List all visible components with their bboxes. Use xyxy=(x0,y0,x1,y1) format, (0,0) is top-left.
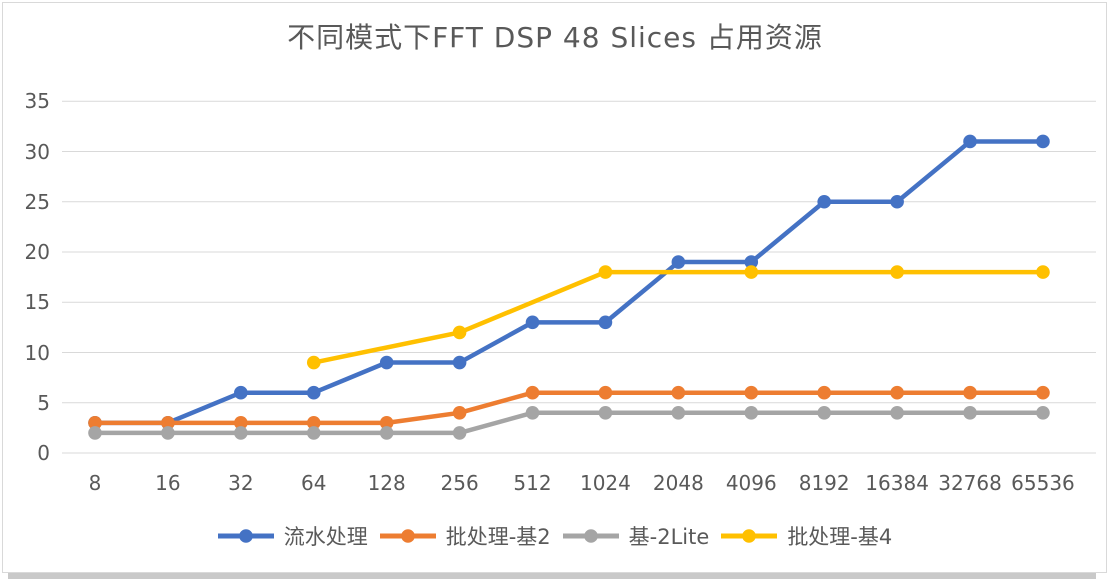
series-line-2 xyxy=(95,410,1043,436)
legend-item-label: 批处理-基2 xyxy=(445,525,551,549)
data-point-marker xyxy=(161,426,175,440)
y-axis-tick-label: 15 xyxy=(24,290,50,315)
data-point-marker xyxy=(744,255,759,269)
data-point-marker xyxy=(744,406,759,420)
data-point-marker xyxy=(88,416,102,430)
data-point-marker xyxy=(963,134,977,149)
legend-item-2: 基-2Lite xyxy=(562,521,710,551)
y-axis-tick-label: 35 xyxy=(24,89,50,114)
bottom-edge-strip xyxy=(8,573,1096,579)
data-point-marker xyxy=(890,194,904,209)
x-axis-tick-label: 65536 xyxy=(1011,471,1075,495)
data-point-marker xyxy=(379,416,394,430)
data-point-marker xyxy=(1036,134,1050,149)
data-point-marker xyxy=(525,385,540,400)
data-point-marker xyxy=(598,315,613,330)
data-point-marker xyxy=(598,385,613,400)
data-point-marker xyxy=(161,416,175,430)
data-point-marker xyxy=(890,385,904,400)
data-point-marker xyxy=(671,406,686,420)
series-line-0 xyxy=(95,139,1043,426)
legend-item-label: 基-2Lite xyxy=(628,525,710,549)
x-axis-tick-label: 16 xyxy=(155,471,181,495)
data-point-marker xyxy=(744,385,759,400)
data-point-marker xyxy=(671,385,686,400)
data-point-marker xyxy=(525,406,540,420)
x-axis-tick-label: 512 xyxy=(513,471,552,495)
series-line-3 xyxy=(313,269,1043,365)
data-point-marker xyxy=(598,265,613,279)
legend-line-marker-icon xyxy=(217,529,274,543)
y-axis-tick-label: 25 xyxy=(24,189,50,214)
data-point-marker xyxy=(452,325,467,340)
data-point-marker xyxy=(234,426,248,440)
x-axis-tick-label: 32768 xyxy=(938,471,1002,495)
data-point-marker xyxy=(817,194,831,209)
data-point-marker xyxy=(744,265,759,279)
data-point-marker xyxy=(379,355,394,370)
legend: 流水处理 批处理-基2 基-2Lite 批处理-基4 xyxy=(0,521,1110,551)
data-point-marker xyxy=(671,255,686,269)
x-axis-tick-label: 32 xyxy=(228,471,254,495)
data-point-marker xyxy=(234,385,248,400)
y-axis-tick-label: 0 xyxy=(37,441,50,465)
x-axis-tick-label: 64 xyxy=(301,471,327,495)
data-point-marker xyxy=(890,265,904,279)
data-point-marker xyxy=(817,406,831,420)
legend-line-marker-icon xyxy=(721,529,778,543)
x-axis-tick-label: 2048 xyxy=(652,471,704,495)
data-point-marker xyxy=(88,426,102,440)
x-axis-tick-label: 256 xyxy=(440,471,479,495)
legend-item-3: 批处理-基4 xyxy=(721,521,892,551)
legend-item-0: 流水处理 xyxy=(217,521,368,551)
x-axis-tick-label: 1024 xyxy=(579,471,631,495)
data-point-marker xyxy=(306,355,321,370)
y-axis-tick-label: 5 xyxy=(37,390,50,415)
series-line-1 xyxy=(95,390,1043,426)
data-point-marker xyxy=(306,426,321,440)
y-axis-tick-label: 10 xyxy=(24,340,50,365)
data-point-marker xyxy=(1036,406,1050,420)
x-axis-tick-label: 16384 xyxy=(865,471,929,495)
x-axis-tick-label: 4096 xyxy=(725,471,777,495)
data-point-marker xyxy=(379,426,394,440)
data-point-marker xyxy=(452,426,467,440)
x-axis-tick-label: 8 xyxy=(88,471,102,495)
data-point-marker xyxy=(817,385,831,400)
data-point-marker xyxy=(306,416,321,430)
x-axis-tick-label: 8192 xyxy=(798,471,850,495)
data-point-marker xyxy=(234,416,248,430)
data-point-marker xyxy=(598,406,613,420)
x-axis-tick-label: 128 xyxy=(367,471,406,495)
legend-item-label: 流水处理 xyxy=(283,525,368,549)
y-axis-tick-label: 20 xyxy=(24,240,50,264)
data-point-marker xyxy=(306,385,321,400)
data-point-marker xyxy=(890,406,904,420)
data-point-marker xyxy=(452,406,467,420)
data-point-marker xyxy=(525,315,540,330)
data-point-marker xyxy=(452,355,467,370)
chart-title: 不同模式下FFT DSP 48 Slices 占用资源 xyxy=(287,21,823,54)
y-axis-tick-label: 30 xyxy=(24,139,50,164)
data-point-marker xyxy=(963,385,977,400)
legend-item-1: 批处理-基2 xyxy=(379,521,551,551)
legend-item-label: 批处理-基4 xyxy=(787,525,893,549)
legend-line-marker-icon xyxy=(379,529,436,543)
data-point-marker xyxy=(963,406,977,420)
data-point-marker xyxy=(1036,265,1050,279)
legend-line-marker-icon xyxy=(562,529,619,543)
data-point-marker xyxy=(1036,385,1050,400)
